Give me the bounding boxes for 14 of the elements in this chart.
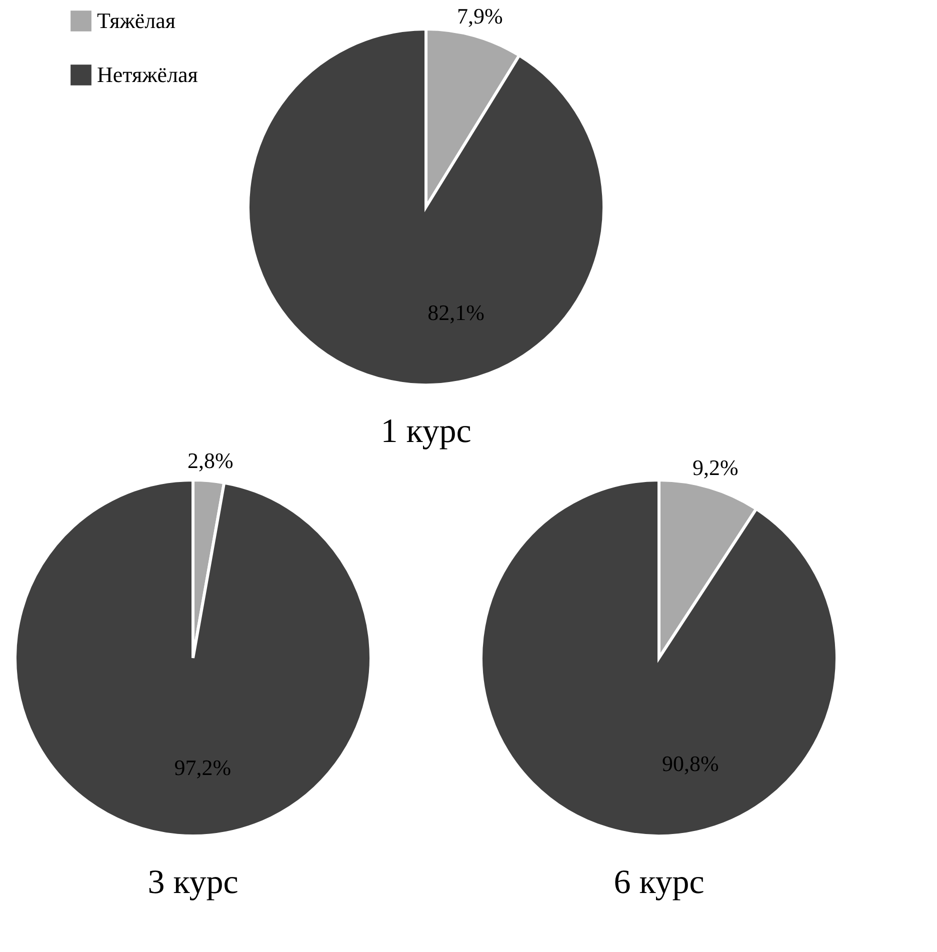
data-label: 2,8%: [187, 448, 234, 473]
pie-slice: [480, 478, 838, 838]
legend-label: Нетяжёлая: [97, 62, 198, 87]
pie-slice: [246, 28, 606, 386]
data-label: 82,1%: [428, 300, 484, 326]
pie-slice: [14, 478, 372, 838]
text: 6 курс: [614, 864, 704, 901]
data-label: 97,2%: [174, 754, 232, 780]
data-label: 90,8%: [662, 750, 719, 776]
data-label: 9,2%: [692, 455, 738, 480]
text: 1 курс: [380, 413, 472, 450]
data-label: 7,9%: [456, 3, 503, 28]
text: 3 курс: [148, 864, 238, 901]
legend-label: Тяжёлая: [97, 8, 176, 33]
